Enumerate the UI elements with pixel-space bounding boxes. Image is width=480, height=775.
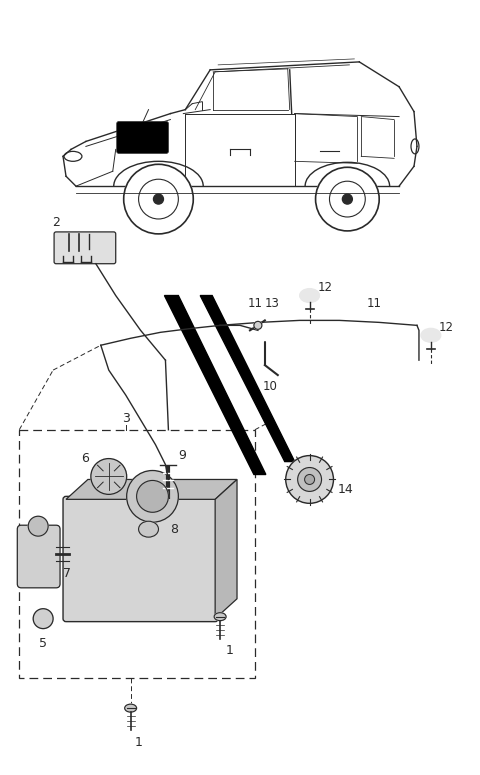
Text: 11: 11 <box>247 298 263 311</box>
Ellipse shape <box>125 704 137 712</box>
Text: 1: 1 <box>135 736 143 749</box>
Text: 9: 9 <box>179 449 186 462</box>
Text: 13: 13 <box>265 298 280 311</box>
Text: 12: 12 <box>318 281 333 294</box>
Circle shape <box>342 194 352 204</box>
FancyBboxPatch shape <box>19 430 255 678</box>
Ellipse shape <box>139 522 158 537</box>
Circle shape <box>127 470 179 522</box>
Circle shape <box>298 467 322 491</box>
FancyBboxPatch shape <box>17 525 60 587</box>
Circle shape <box>254 322 262 329</box>
Text: 11: 11 <box>367 298 382 311</box>
Text: 4: 4 <box>218 573 226 585</box>
Text: 7: 7 <box>63 567 71 580</box>
Circle shape <box>286 456 334 503</box>
Text: 2: 2 <box>52 216 60 229</box>
Circle shape <box>154 194 164 204</box>
Text: 8: 8 <box>170 522 179 536</box>
Ellipse shape <box>300 288 320 302</box>
Polygon shape <box>200 295 295 462</box>
Circle shape <box>91 459 127 494</box>
Ellipse shape <box>421 329 441 343</box>
Polygon shape <box>66 480 237 499</box>
FancyBboxPatch shape <box>54 232 116 264</box>
Circle shape <box>124 164 193 234</box>
Circle shape <box>305 474 314 484</box>
Polygon shape <box>215 480 237 618</box>
Circle shape <box>315 167 379 231</box>
Text: 5: 5 <box>39 636 47 649</box>
Text: 3: 3 <box>122 412 130 425</box>
FancyBboxPatch shape <box>117 122 168 153</box>
Circle shape <box>137 480 168 512</box>
Ellipse shape <box>214 613 226 621</box>
Polygon shape <box>165 295 266 474</box>
Text: 14: 14 <box>337 483 353 496</box>
FancyBboxPatch shape <box>63 496 218 622</box>
Text: 10: 10 <box>263 380 277 393</box>
Text: 12: 12 <box>439 321 454 334</box>
Circle shape <box>28 516 48 536</box>
Text: 6: 6 <box>81 452 89 464</box>
Text: 1: 1 <box>226 643 234 656</box>
Circle shape <box>33 608 53 629</box>
